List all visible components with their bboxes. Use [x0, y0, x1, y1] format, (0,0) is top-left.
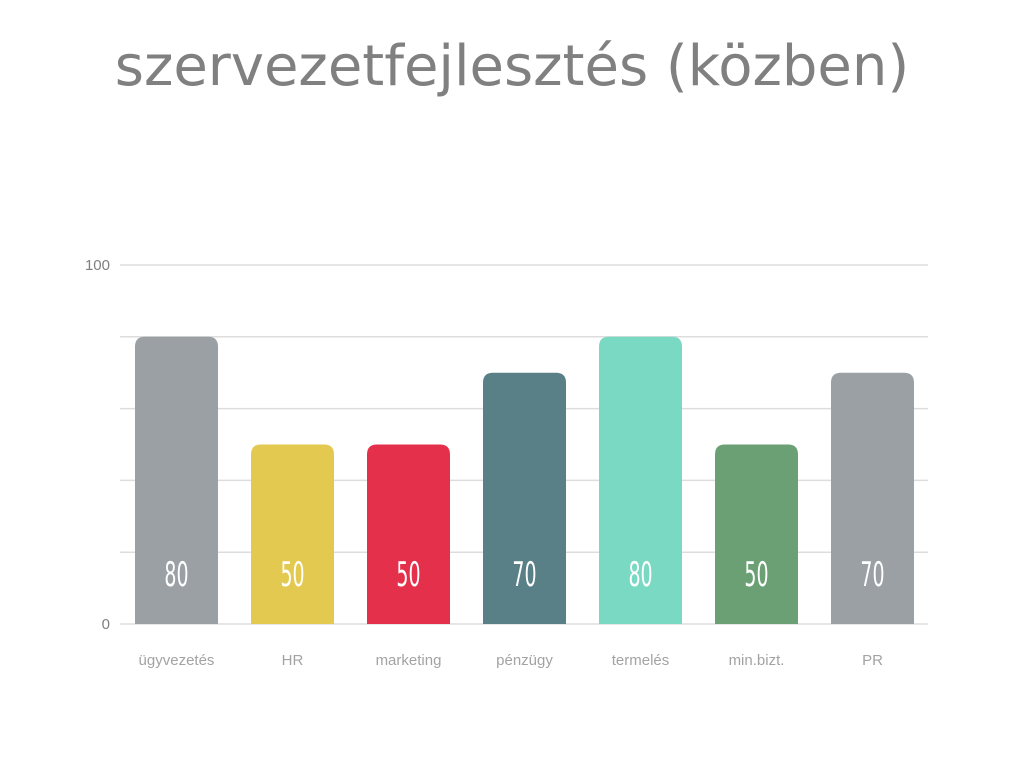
value-label: 50	[280, 555, 304, 595]
x-tick-label: pénzügy	[496, 652, 553, 669]
x-tick-label: min.bizt.	[729, 652, 785, 669]
bar-0	[135, 336, 218, 624]
value-label: 50	[396, 555, 420, 595]
y-tick-label: 100	[85, 257, 110, 274]
y-axis-ticks: 0 100	[85, 257, 110, 633]
y-tick-label: 0	[102, 616, 110, 633]
x-tick-label: termelés	[612, 652, 670, 669]
value-label: 70	[512, 555, 536, 595]
bar-4	[599, 336, 682, 624]
bar-2	[367, 444, 450, 624]
value-label: 80	[164, 555, 188, 595]
value-label: 70	[860, 555, 884, 595]
bar-6	[831, 372, 914, 624]
x-tick-label: PR	[862, 652, 883, 669]
bars: 80 50 50 70 80 50 70	[135, 336, 914, 624]
x-axis-ticks: ügyvezetés HR marketing pénzügy termelés min.…	[139, 652, 884, 669]
x-tick-label: HR	[282, 652, 304, 669]
bar-5	[715, 444, 798, 624]
chart-title: szervezetfejlesztés (közben)	[114, 34, 910, 99]
bar-3	[483, 372, 566, 624]
x-tick-label: ügyvezetés	[139, 652, 215, 669]
bar-1	[251, 444, 334, 624]
value-label: 80	[628, 555, 652, 595]
value-label: 50	[744, 555, 768, 595]
x-tick-label: marketing	[376, 652, 442, 669]
